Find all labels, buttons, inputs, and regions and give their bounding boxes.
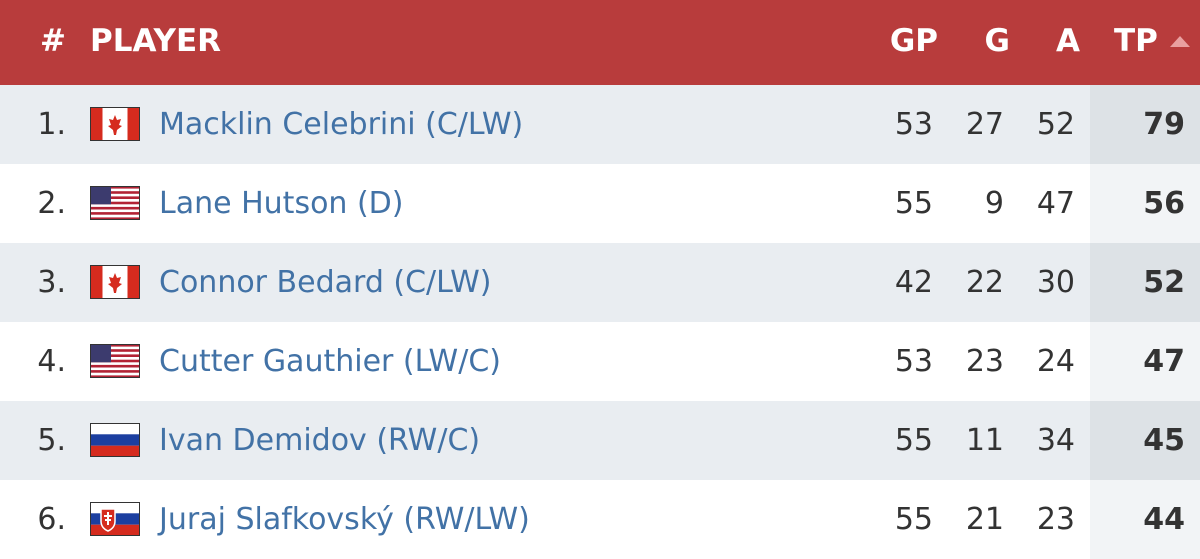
- table-header: # PLAYER GP G A TP: [0, 0, 1200, 85]
- header-cell[interactable]: TP: [1114, 23, 1158, 59]
- tp-column-bg: [1090, 85, 1200, 164]
- player-link[interactable]: Ivan Demidov (RW/C): [159, 423, 481, 458]
- rank-cell: 3.: [37, 265, 66, 300]
- g-cell: 23: [965, 344, 1004, 379]
- g-cell: 22: [965, 265, 1004, 300]
- tp-cell: 52: [1143, 265, 1185, 300]
- a-cell: 24: [1036, 344, 1075, 379]
- rank-cell: 5.: [37, 423, 66, 458]
- table-row: 4. Cutter Gauthier (LW/C) 53 23 24 47: [0, 322, 1200, 401]
- gp-cell: 53: [894, 344, 933, 379]
- tp-cell: 56: [1143, 186, 1185, 221]
- tp-cell: 45: [1143, 423, 1185, 458]
- country-flag: [90, 265, 140, 299]
- player-link[interactable]: Lane Hutson (D): [159, 186, 404, 221]
- tp-column-bg: [1090, 243, 1200, 322]
- country-flag: [90, 186, 140, 220]
- header-cell: PLAYER: [90, 23, 221, 59]
- table-row: 6. Juraj Slafkovský (RW/LW) 55 21 23 44: [0, 480, 1200, 559]
- g-cell: 27: [965, 107, 1004, 142]
- player-link[interactable]: Macklin Celebrini (C/LW): [159, 107, 524, 142]
- player-link[interactable]: Cutter Gauthier (LW/C): [159, 344, 501, 379]
- rank-cell: 6.: [37, 502, 66, 537]
- header-cell[interactable]: A: [1056, 23, 1080, 59]
- a-cell: 34: [1036, 423, 1075, 458]
- a-cell: 52: [1036, 107, 1075, 142]
- tp-cell: 79: [1143, 107, 1185, 142]
- g-cell: 21: [965, 502, 1004, 537]
- tp-cell: 44: [1143, 502, 1185, 537]
- country-flag: [90, 107, 140, 141]
- tp-column-bg: [1090, 322, 1200, 401]
- tp-column-bg: [1090, 480, 1200, 559]
- tp-cell: 47: [1143, 344, 1185, 379]
- rank-cell: 2.: [37, 186, 66, 221]
- header-cell: #: [40, 23, 66, 59]
- g-cell: 9: [984, 186, 1004, 221]
- table-row: 5. Ivan Demidov (RW/C) 55 11 34 45: [0, 401, 1200, 480]
- gp-cell: 55: [894, 502, 933, 537]
- gp-cell: 55: [894, 423, 933, 458]
- header-cell[interactable]: GP: [889, 23, 938, 59]
- tp-column-bg: [1090, 164, 1200, 243]
- country-flag: [90, 502, 140, 536]
- player-link[interactable]: Connor Bedard (C/LW): [159, 265, 492, 300]
- a-cell: 23: [1036, 502, 1075, 537]
- player-link[interactable]: Juraj Slafkovský (RW/LW): [159, 502, 530, 537]
- a-cell: 30: [1036, 265, 1075, 300]
- country-flag: [90, 344, 140, 378]
- table-row: 2. Lane Hutson (D) 55 9 47 56: [0, 164, 1200, 243]
- rank-cell: 4.: [37, 344, 66, 379]
- gp-cell: 42: [894, 265, 933, 300]
- rank-cell: 1.: [37, 107, 66, 142]
- sort-arrow[interactable]: [1168, 33, 1192, 49]
- gp-cell: 53: [894, 107, 933, 142]
- country-flag: [90, 423, 140, 457]
- table-row: 1. Macklin Celebrini (C/LW) 53 27 52 79: [0, 85, 1200, 164]
- tp-column-bg: [1090, 401, 1200, 480]
- a-cell: 47: [1036, 186, 1075, 221]
- table-row: 3. Connor Bedard (C/LW) 42 22 30 52: [0, 243, 1200, 322]
- header-cell[interactable]: G: [984, 23, 1010, 59]
- gp-cell: 55: [894, 186, 933, 221]
- g-cell: 11: [965, 423, 1004, 458]
